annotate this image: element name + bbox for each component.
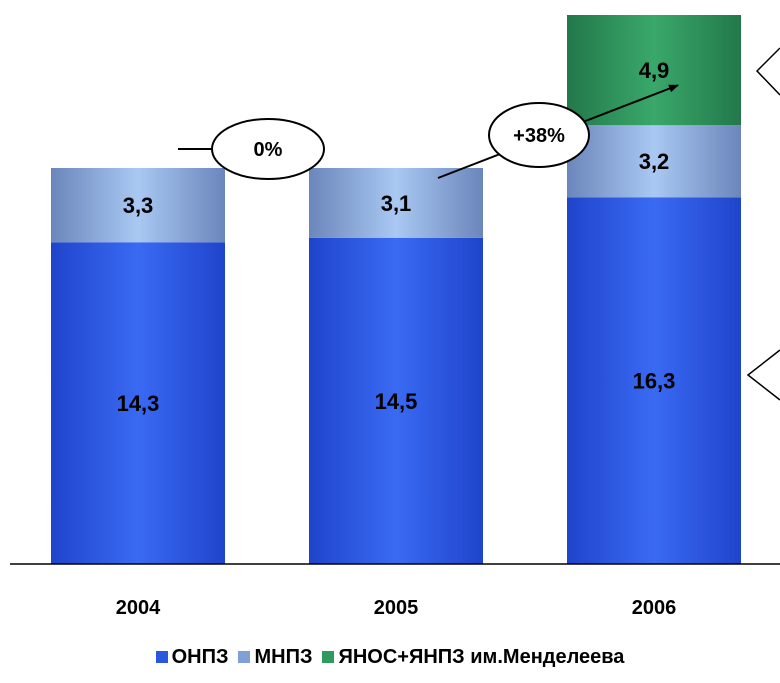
bar-onpz-2005 <box>309 237 483 564</box>
legend-label-onpz: ОНПЗ <box>171 646 229 668</box>
bar-mnpz-2004 <box>51 168 225 243</box>
bar-mnpz-2005 <box>309 168 483 238</box>
growth-bubble-2005-2006 <box>488 102 590 168</box>
data-label-mnpz-2006: 3,2 <box>639 149 670 174</box>
bar-mnpz-2006 <box>567 125 741 198</box>
growth-bubble-2004-2005 <box>211 118 325 180</box>
legend-item-yanos: ЯНОС+ЯНПЗ им.Менделеева <box>322 646 624 669</box>
data-label-onpz-2004: 14,3 <box>117 391 160 416</box>
bar-onpz-2004 <box>51 242 225 564</box>
bar-yanos-2006 <box>567 15 741 126</box>
bar-onpz-2006 <box>567 197 741 564</box>
legend-swatch-yanos <box>322 651 335 663</box>
growth-label-2004-2005: 0% <box>254 139 283 161</box>
data-label-yanos-2006: 4,9 <box>639 58 670 83</box>
growth-label-2005-2006: +38% <box>513 125 565 147</box>
data-label-mnpz-2005: 3,1 <box>381 191 412 216</box>
legend-item-mnpz: МНПЗ <box>238 646 312 669</box>
x-tick-label-2005: 2005 <box>374 597 419 619</box>
legend-swatch-mnpz <box>238 651 251 663</box>
data-label-onpz-2006: 16,3 <box>633 369 676 394</box>
x-tick-label-2004: 2004 <box>116 597 161 619</box>
x-tick-label-2006: 2006 <box>632 597 677 619</box>
callout-pointer-bottom <box>746 349 780 401</box>
legend: ОНПЗ МНПЗ ЯНОС+ЯНПЗ им.Менделеева <box>0 646 780 669</box>
legend-swatch-onpz <box>155 651 168 663</box>
legend-label-mnpz: МНПЗ <box>254 646 313 668</box>
stacked-bar-chart: 14,3 3,3 14,5 3,1 16,3 3,2 4,9 2004 2005 2006 0%… <box>10 15 780 619</box>
callout-pointer-top <box>755 47 780 96</box>
data-label-mnpz-2004: 3,3 <box>123 193 154 218</box>
legend-item-onpz: ОНПЗ <box>155 646 229 669</box>
data-label-onpz-2005: 14,5 <box>375 389 418 414</box>
legend-label-yanos: ЯНОС+ЯНПЗ им.Менделеева <box>338 646 625 668</box>
